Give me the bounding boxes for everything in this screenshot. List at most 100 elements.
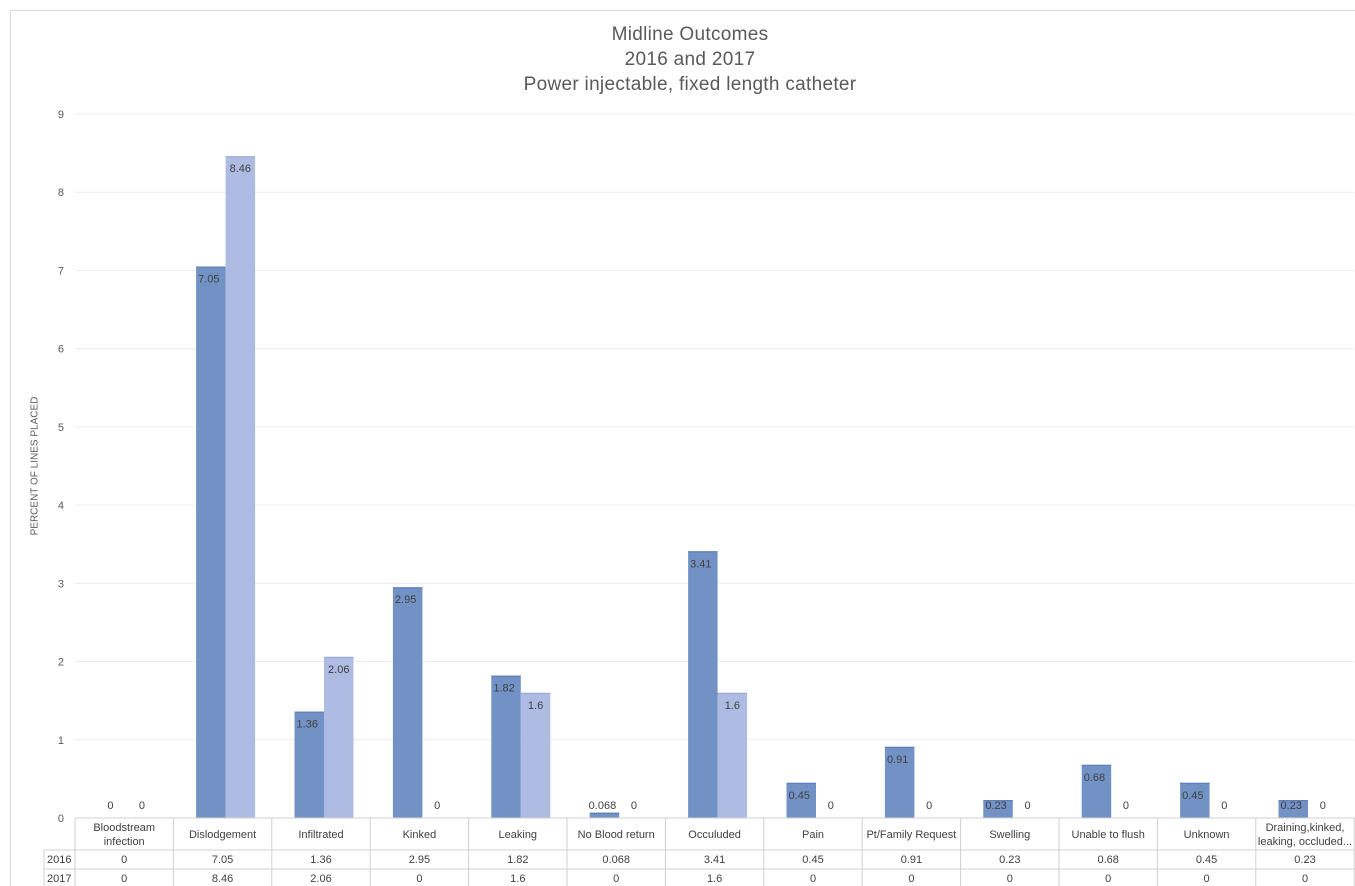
y-tick-label: 9 [58,109,64,121]
bar-2017 [225,156,256,819]
bar-2016 [1081,764,1112,818]
category-label: Pain [802,829,824,841]
table-value-2016: 0.23 [999,854,1020,866]
data-label-2017: 2.06 [328,664,349,676]
category-label: Pt/Family Request [866,829,956,841]
bar-2016 [294,711,324,818]
category-label: Swelling [989,829,1030,841]
bar-2016 [688,551,718,818]
bar-2016 [491,675,521,818]
bar-2016 [1278,800,1308,818]
y-tick-label: 6 [58,344,64,356]
bar-2016 [1180,782,1210,818]
table-value-2017: 0 [1105,873,1111,885]
bar-top-edge [717,692,748,695]
table-value-2016: 1.36 [310,854,331,866]
bar-2017 [520,692,551,818]
y-tick-label: 1 [58,735,64,747]
table-value-2017: 0 [1204,873,1210,885]
bar-top-edge [1081,764,1112,767]
table-value-2016: 0.45 [1196,854,1217,866]
table-value-2017: 2.06 [310,873,331,885]
bar-top-edge [491,675,521,677]
bar-top-edge [196,266,226,268]
bar-top-edge [392,587,423,589]
y-tick-label: 2 [58,657,64,669]
table-value-2017: 0 [121,873,127,885]
table-value-2017: 0 [1007,873,1013,885]
category-label: Draining,kinked, [1266,822,1345,834]
data-label-2017: 1.6 [528,700,543,712]
table-series-name: 2016 [47,854,71,866]
chart-title-line-2: 2016 and 2017 [624,49,756,70]
bar-top-edge [520,692,551,695]
bar-top-edge [294,711,324,713]
y-tick-label: 5 [58,422,64,434]
data-label-2016: 0 [107,800,113,812]
data-label-2016: 0.068 [589,800,617,812]
category-label: Occuluded [688,829,741,841]
data-label-2016: 0.23 [985,800,1006,812]
table-value-2016: 2.95 [409,854,430,866]
data-label-2016: 1.36 [297,719,318,731]
chart-title-line-3: Power injectable, fixed length catheter [523,74,857,95]
data-label-2017: 0 [139,800,145,812]
y-tick-label: 3 [58,578,64,590]
data-label-2017: 0 [631,800,637,812]
table-value-2017: 0 [1302,873,1308,885]
table-value-2017: 0 [613,873,619,885]
table-value-2017: 8.46 [212,873,233,885]
data-label-2017: 0 [434,800,440,812]
bar-2017 [324,656,354,818]
bar-2016 [196,266,226,818]
bar-top-edge [688,551,718,553]
bar-top-edge [983,800,1013,802]
data-label-2016: 0.45 [789,790,810,802]
chart-title-line-1: Midline Outcomes [611,24,769,45]
bar-top-edge [589,812,620,814]
table-value-2017: 0 [810,873,816,885]
table-series-name: 2017 [47,873,71,885]
data-label-2016: 0.91 [887,754,908,766]
data-label-2017: 0 [1024,800,1030,812]
table-value-2017: 1.6 [510,873,525,885]
y-tick-label: 4 [58,500,64,512]
category-label: Kinked [403,829,437,841]
data-label-2017: 1.6 [725,700,740,712]
data-label-2016: 7.05 [198,274,219,286]
bar-top-edge [1278,800,1308,802]
table-value-2016: 3.41 [704,854,725,866]
bar-top-edge [884,746,915,749]
y-tick-label: 7 [58,265,64,277]
table-value-2017: 0 [416,873,422,885]
bar-2016 [392,587,423,818]
data-label-2016: 2.95 [395,594,416,606]
bar-top-edge [786,782,816,784]
table-value-2016: 0.68 [1097,854,1118,866]
data-label-2016: 0.23 [1281,800,1302,812]
bar-top-edge [225,156,256,158]
category-label: infection [104,836,145,848]
table-value-2016: 1.82 [507,854,528,866]
category-label: No Blood return [578,829,655,841]
chart-frame [10,10,1355,886]
category-label: Unable to flush [1072,829,1145,841]
table-value-2016: 0.91 [901,854,922,866]
category-label: Unknown [1184,829,1230,841]
bar-2017 [717,692,748,818]
bar-top-edge [1180,782,1210,784]
table-value-2016: 0.23 [1294,854,1315,866]
table-value-2016: 0.068 [602,854,630,866]
data-label-2016: 0.68 [1084,772,1105,784]
chart-title: Midline Outcomes 2016 and 2017 Power inj… [0,22,1355,97]
bar-2016 [983,800,1013,818]
table-value-2016: 7.05 [212,854,233,866]
bar-top-edge [324,656,354,659]
data-label-2017: 0 [1320,800,1326,812]
data-label-2017: 8.46 [230,163,251,175]
category-label: leaking, occluded... [1258,836,1352,848]
category-label: Leaking [499,829,538,841]
y-tick-label: 0 [58,813,64,825]
category-label: Bloodstream [93,822,155,834]
bar-2016 [589,812,620,818]
